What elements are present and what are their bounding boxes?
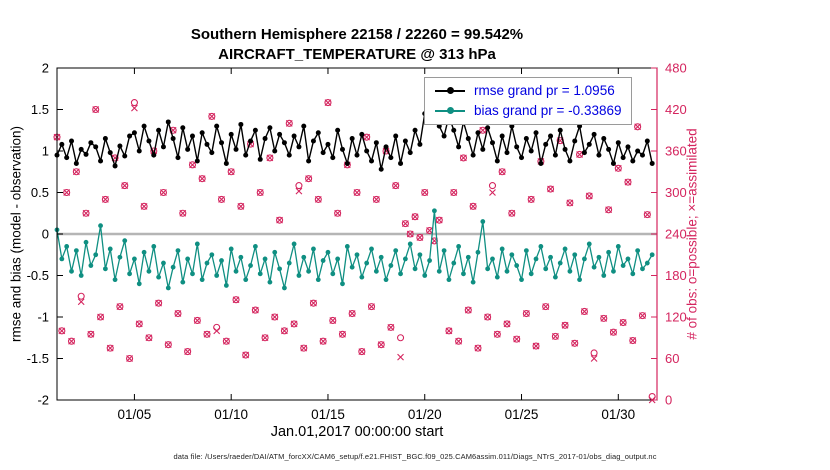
x-tick-label: 01/15 xyxy=(311,407,345,422)
x-tick-label: 01/05 xyxy=(118,407,152,422)
left-tick-label: 1.5 xyxy=(31,102,49,117)
bias-marker-icon xyxy=(435,107,465,114)
left-tick-label: 0 xyxy=(42,227,49,242)
right-axis-ticks: 480 420 360 300 240 180 120 60 0 xyxy=(651,61,687,408)
legend-box: rmse grand pr = 1.0956 bias grand pr = -… xyxy=(424,77,633,125)
chart-title-line1: Southern Hemisphere 22158 / 22260 = 99.5… xyxy=(190,26,524,43)
x-tick-label: 01/25 xyxy=(505,407,539,422)
left-tick-label: 0.5 xyxy=(31,185,49,200)
right-tick-label: 480 xyxy=(665,61,687,76)
right-axis-label: # of obs: o=possible; ×=assimilated xyxy=(684,128,700,340)
datafile-footer: data file: /Users/raeder/DAI/ATM_forcXX/… xyxy=(173,452,657,461)
x-tick-label: 01/10 xyxy=(214,407,248,422)
right-tick-label: 360 xyxy=(665,144,687,159)
right-tick-label: 120 xyxy=(665,310,687,325)
left-axis-ticks: 2 1.5 1 0.5 0 -0.5 -1 -1.5 -2 xyxy=(27,61,63,408)
possible-obs-markers xyxy=(53,99,656,401)
left-tick-label: 1 xyxy=(42,144,49,159)
right-tick-label: 180 xyxy=(665,268,687,283)
legend-rmse-label: rmse grand pr = 1.0956 xyxy=(474,83,615,98)
legend-row-rmse: rmse grand pr = 1.0956 xyxy=(435,83,621,98)
left-tick-label: -0.5 xyxy=(27,268,49,283)
left-tick-label: 2 xyxy=(42,61,49,76)
x-axis-label: Jan.01,2017 00:00:00 start xyxy=(270,424,444,440)
right-tick-label: 60 xyxy=(665,351,679,366)
right-tick-label: 300 xyxy=(665,185,687,200)
legend-bias-label: bias grand pr = -0.33869 xyxy=(474,103,622,118)
left-tick-label: -1 xyxy=(37,310,49,325)
bias-series xyxy=(54,208,655,291)
chart-title-line2: AIRCRAFT_TEMPERATURE @ 313 hPa xyxy=(218,46,496,63)
left-tick-label: -1.5 xyxy=(27,351,49,366)
left-axis-label: rmse and bias (model - observation) xyxy=(8,125,24,343)
x-tick-label: 01/30 xyxy=(601,407,635,422)
legend-row-bias: bias grand pr = -0.33869 xyxy=(435,103,621,118)
right-tick-label: 420 xyxy=(665,102,687,117)
rmse-marker-icon xyxy=(435,87,465,94)
left-tick-label: -2 xyxy=(37,393,49,408)
x-tick-label: 01/20 xyxy=(408,407,442,422)
right-tick-label: 0 xyxy=(665,393,672,408)
right-tick-label: 240 xyxy=(665,227,687,242)
x-axis-ticks: 01/05 01/10 01/15 01/20 01/25 01/30 xyxy=(118,68,635,422)
